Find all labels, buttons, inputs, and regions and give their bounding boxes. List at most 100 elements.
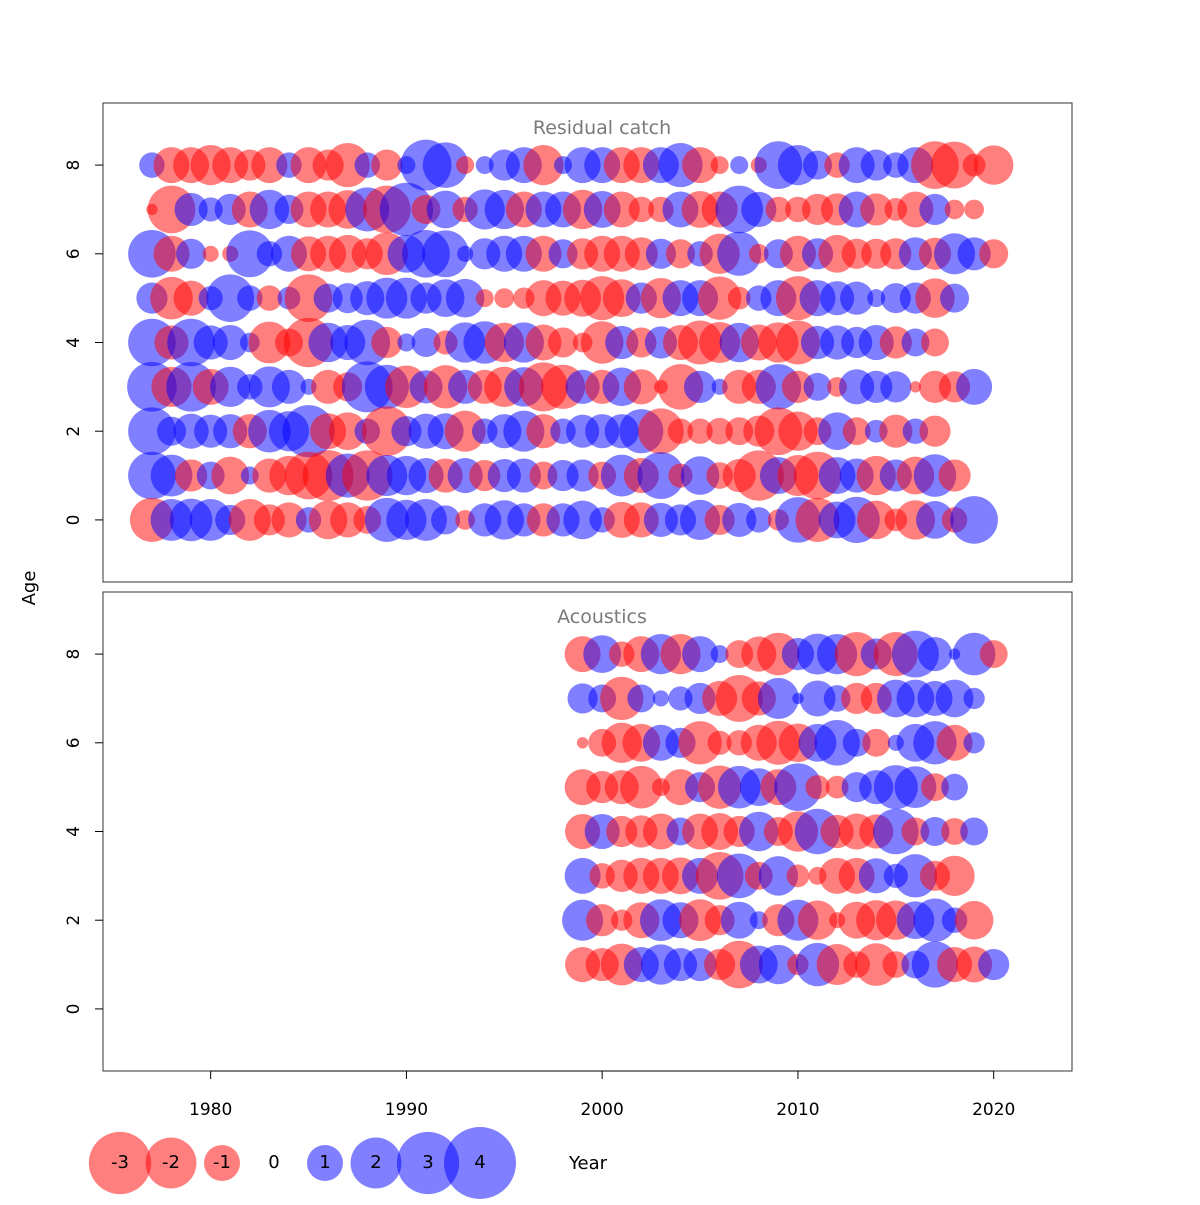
residual-bubble — [397, 333, 416, 352]
residual-bubble — [422, 142, 469, 188]
residual-bubble — [566, 459, 599, 492]
residual-bubble — [652, 690, 669, 707]
residual-bubble — [979, 239, 1009, 269]
residual-bubble — [422, 230, 470, 278]
residual-bubble — [325, 143, 370, 188]
y-tick-label: 0 — [64, 1003, 84, 1014]
residual-bubble — [697, 276, 742, 320]
x-tick-label: 2020 — [972, 1100, 1015, 1120]
residual-bubble — [411, 327, 441, 358]
residual-bubble — [202, 245, 219, 262]
residual-bubble — [973, 145, 1014, 185]
residual-bubble — [564, 857, 601, 894]
residual-bubble — [176, 238, 207, 269]
residual-bubble — [586, 904, 619, 937]
residual-bubble — [707, 730, 732, 755]
residual-bubble — [860, 193, 893, 226]
y-tick-label: 4 — [64, 826, 84, 837]
y-tick-label: 8 — [64, 649, 84, 660]
residual-bubble — [960, 817, 989, 846]
residual-bubble — [678, 721, 722, 765]
residual-bubble — [741, 191, 777, 227]
residual-bubble — [931, 141, 979, 189]
residual-bubble — [941, 818, 968, 845]
residual-bubble — [682, 636, 719, 673]
residual-bubble — [494, 288, 515, 309]
residual-bubble — [628, 196, 655, 223]
legend-label: -3 — [111, 1152, 129, 1173]
residual-bubble — [909, 381, 922, 393]
residual-bubble — [211, 456, 250, 495]
residual-bubble — [913, 898, 957, 942]
residual-bubble — [867, 289, 886, 308]
residual-bubble — [475, 289, 494, 308]
residual-bubble — [727, 286, 751, 310]
panel-title: Acoustics — [557, 606, 647, 628]
y-tick-label: 4 — [64, 337, 84, 348]
residual-bubble — [706, 417, 733, 445]
residual-bubble — [814, 720, 860, 766]
residual-bubble — [687, 418, 713, 444]
residual-bubble — [919, 415, 951, 447]
residual-bubble — [746, 507, 772, 533]
residual-bubble — [523, 144, 564, 186]
residual-bubble — [938, 459, 971, 492]
legend-bubble — [350, 1137, 402, 1189]
residual-bubble — [475, 156, 494, 175]
residual-bubble — [174, 192, 208, 227]
residual-bubble — [856, 500, 896, 540]
residual-bubble — [256, 285, 283, 311]
residual-bubble — [174, 459, 208, 492]
x-tick-label: 1980 — [189, 1100, 232, 1120]
residual-bubble — [979, 640, 1008, 669]
legend-bubble — [204, 1145, 240, 1181]
legend-label: -1 — [213, 1152, 231, 1173]
residual-bubble — [917, 637, 953, 672]
residual-bubble — [620, 765, 663, 809]
residual-bubble — [803, 372, 832, 401]
y-axis-title: Age — [19, 571, 40, 606]
residual-bubble — [963, 732, 985, 754]
residual-bubble — [797, 900, 838, 940]
residual-bubble — [758, 856, 799, 896]
y-tick-label: 0 — [64, 514, 84, 525]
residual-bubble — [786, 864, 810, 888]
residual-bubble — [237, 285, 263, 311]
residual-bubble — [954, 900, 994, 940]
residual-bubble — [271, 369, 307, 404]
residual-bubble — [916, 501, 954, 539]
legend-bubble — [444, 1127, 516, 1199]
residual-bubble — [431, 505, 461, 535]
y-tick-label: 2 — [64, 915, 84, 926]
residual-bubble — [682, 147, 719, 184]
residual-bubble — [934, 855, 975, 896]
residual-bubble — [940, 283, 970, 313]
residual-bubble — [842, 417, 871, 446]
residual-bubble — [426, 190, 465, 229]
residual-bubble — [173, 280, 209, 316]
residual-bubble — [941, 773, 968, 801]
residual-bubble — [212, 324, 248, 361]
residual-bubble — [758, 944, 799, 985]
residual-bubble — [854, 943, 898, 986]
legend-label: 1 — [319, 1152, 330, 1173]
y-tick-label: 6 — [64, 248, 84, 259]
residual-bubble — [963, 687, 985, 710]
residual-bubble — [862, 728, 891, 757]
residual-bubble — [717, 231, 762, 276]
panel-title: Residual catch — [533, 117, 671, 139]
residual-bubble — [526, 414, 561, 449]
residual-bubble — [816, 944, 858, 986]
residual-bubble — [328, 412, 367, 451]
residual-bubble — [627, 684, 656, 713]
residual-bubble — [882, 951, 910, 978]
residual-bubble — [873, 808, 919, 855]
residual-bubble — [638, 408, 684, 454]
residual-bubble — [921, 773, 949, 802]
residual-bubble — [748, 243, 769, 264]
legend-bubble — [145, 1137, 197, 1189]
residual-bubble — [456, 156, 475, 175]
residual-bubble — [667, 418, 694, 444]
residual-bubble — [901, 328, 930, 357]
